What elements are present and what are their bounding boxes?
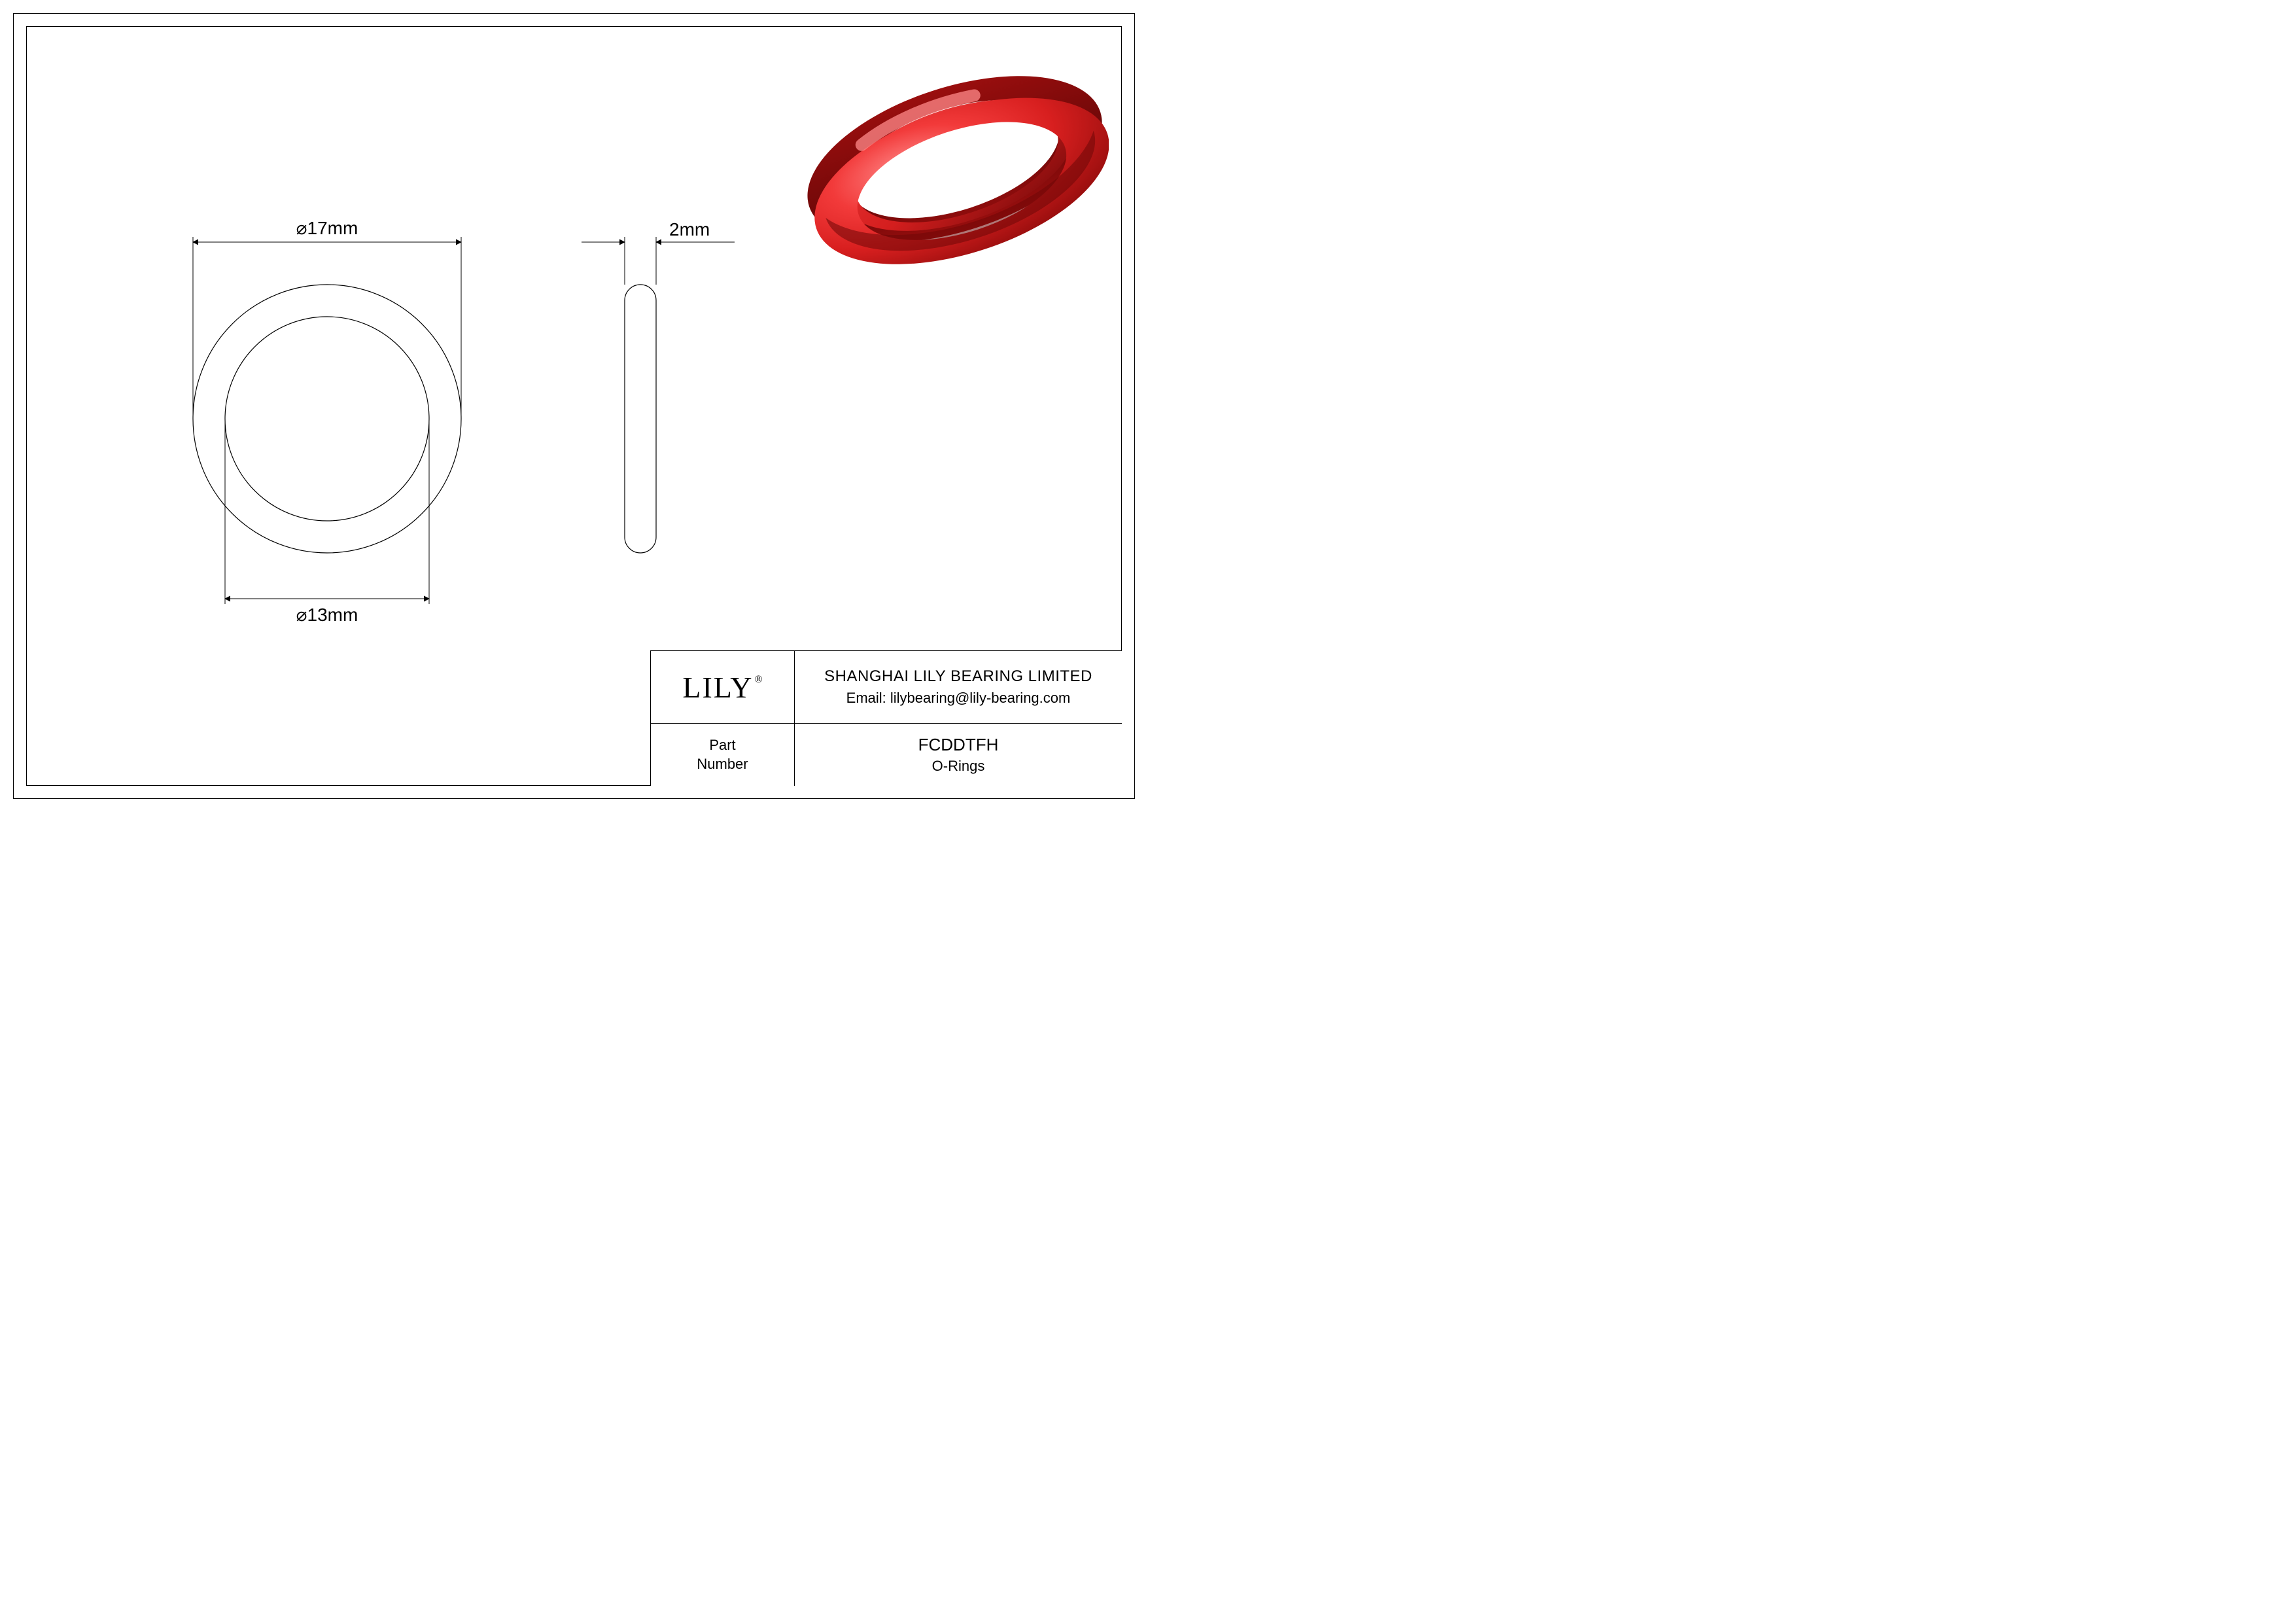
isometric-render: [795, 39, 1109, 321]
part-number-label-2: Number: [697, 755, 748, 774]
side-view: 2mm: [582, 219, 735, 553]
svg-text:⌀13mm: ⌀13mm: [296, 605, 358, 625]
company-cell: SHANGHAI LILY BEARING LIMITED Email: lil…: [795, 651, 1122, 723]
svg-text:⌀17mm: ⌀17mm: [296, 218, 358, 238]
title-block: LILY® SHANGHAI LILY BEARING LIMITED Emai…: [650, 650, 1122, 786]
svg-text:2mm: 2mm: [669, 219, 710, 239]
front-view: ⌀17mm ⌀13mm: [193, 218, 461, 625]
part-number-value-cell: FCDDTFH O-Rings: [795, 724, 1122, 786]
part-number-label-cell: Part Number: [651, 724, 795, 786]
company-name: SHANGHAI LILY BEARING LIMITED: [824, 667, 1092, 686]
company-email: Email: lilybearing@lily-bearing.com: [846, 690, 1071, 707]
part-number-label-1: Part: [709, 736, 735, 755]
part-description: O-Rings: [932, 758, 985, 775]
logo-cell: LILY®: [651, 651, 795, 723]
drawing-sheet: ⌀17mm ⌀13mm 2mm LILY® SHANGHAI LILY BEARI…: [0, 0, 1148, 812]
logo-name: LILY: [682, 671, 753, 704]
logo-text: LILY®: [682, 670, 762, 705]
part-number-value: FCDDTFH: [918, 735, 999, 755]
registered-mark-icon: ®: [754, 674, 763, 685]
